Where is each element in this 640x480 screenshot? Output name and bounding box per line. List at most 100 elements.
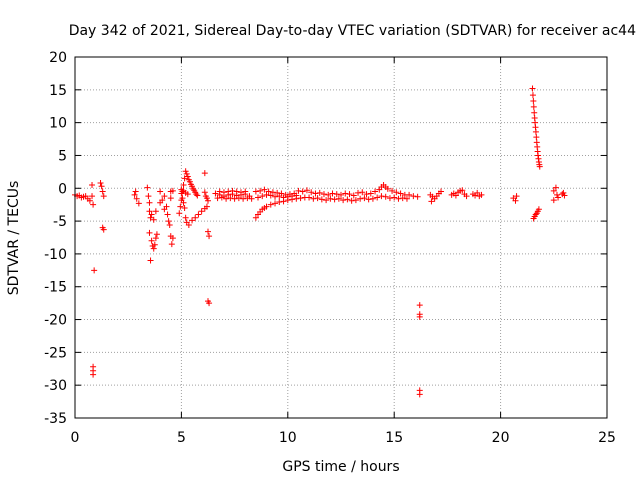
data-point [203, 203, 210, 210]
data-point [350, 192, 357, 199]
data-point [220, 189, 227, 196]
y-tick-label: 10 [49, 116, 67, 132]
data-point [314, 195, 321, 202]
data-point [367, 190, 374, 197]
data-point [180, 181, 187, 188]
data-point [306, 194, 313, 201]
data-point [395, 195, 402, 202]
data-point [201, 170, 208, 177]
data-point [132, 188, 139, 195]
data-point [560, 189, 567, 196]
data-point [474, 189, 481, 196]
data-point [131, 191, 138, 198]
data-point [478, 191, 485, 198]
data-point [338, 191, 344, 198]
data-point [146, 199, 153, 206]
data-point [180, 199, 187, 206]
data-point [244, 195, 251, 202]
data-point [182, 214, 189, 221]
data-point [185, 222, 192, 229]
x-axis-label: GPS time / hours [282, 459, 399, 475]
data-point [293, 192, 300, 199]
data-point [529, 85, 536, 92]
data-point [335, 195, 342, 202]
data-point [182, 168, 189, 175]
data-point [261, 186, 268, 193]
data-point [147, 257, 154, 264]
data-point [152, 235, 159, 242]
data-point [272, 193, 279, 200]
data-point [218, 194, 225, 201]
data-point [452, 192, 459, 199]
data-point [297, 195, 304, 202]
data-point [233, 188, 240, 195]
data-point [428, 198, 435, 205]
data-point [223, 195, 230, 202]
data-point [416, 302, 423, 309]
data-point [147, 214, 154, 221]
grid-lines [75, 57, 607, 418]
data-point [225, 188, 232, 195]
data-point [342, 190, 349, 197]
data-point [184, 191, 191, 198]
data-point [152, 208, 159, 215]
x-tick-label: 15 [385, 430, 403, 446]
data-point [206, 233, 213, 240]
data-point [399, 195, 406, 202]
data-point [550, 197, 557, 204]
data-point [550, 187, 557, 194]
data-point [284, 193, 291, 200]
data-point [318, 196, 325, 203]
data-point [89, 181, 96, 188]
data-point [89, 193, 96, 200]
data-point [166, 222, 173, 229]
data-point [235, 195, 242, 202]
data-point [168, 241, 175, 248]
data-point [535, 206, 542, 213]
data-point [144, 184, 151, 191]
data-point [229, 187, 236, 194]
data-point [190, 185, 197, 192]
data-point [205, 228, 211, 235]
data-point [255, 194, 262, 201]
data-point [513, 193, 520, 200]
data-point [397, 190, 404, 197]
data-point [274, 189, 281, 196]
data-point [183, 170, 190, 177]
data-point [216, 188, 223, 195]
data-point [167, 195, 174, 202]
data-point [391, 194, 398, 201]
data-point [169, 187, 176, 194]
data-point [100, 226, 107, 233]
data-point [153, 231, 160, 238]
x-tick-label: 25 [598, 430, 616, 446]
data-point [372, 188, 379, 195]
data-point [148, 211, 155, 218]
data-point [331, 196, 338, 203]
data-point [214, 195, 221, 202]
data-point [150, 216, 157, 223]
data-point [312, 190, 319, 197]
data-point [267, 201, 274, 208]
data-point [357, 195, 364, 202]
data-point [240, 195, 247, 202]
x-axis-ticks: 0 5 10 15 20 25 [71, 57, 616, 446]
data-point [157, 188, 164, 195]
data-point [365, 196, 372, 203]
data-point [532, 128, 539, 135]
data-point [348, 197, 355, 204]
data-point [308, 189, 315, 196]
data-point [263, 203, 270, 210]
data-point [146, 208, 153, 215]
data-point [212, 190, 219, 197]
data-point [267, 192, 274, 199]
data-point [99, 188, 106, 195]
data-point [276, 193, 283, 200]
data-point [333, 191, 340, 198]
data-point [355, 189, 362, 196]
data-point [531, 109, 538, 116]
data-point [164, 211, 171, 218]
data-point [529, 92, 536, 99]
data-point [146, 229, 153, 236]
